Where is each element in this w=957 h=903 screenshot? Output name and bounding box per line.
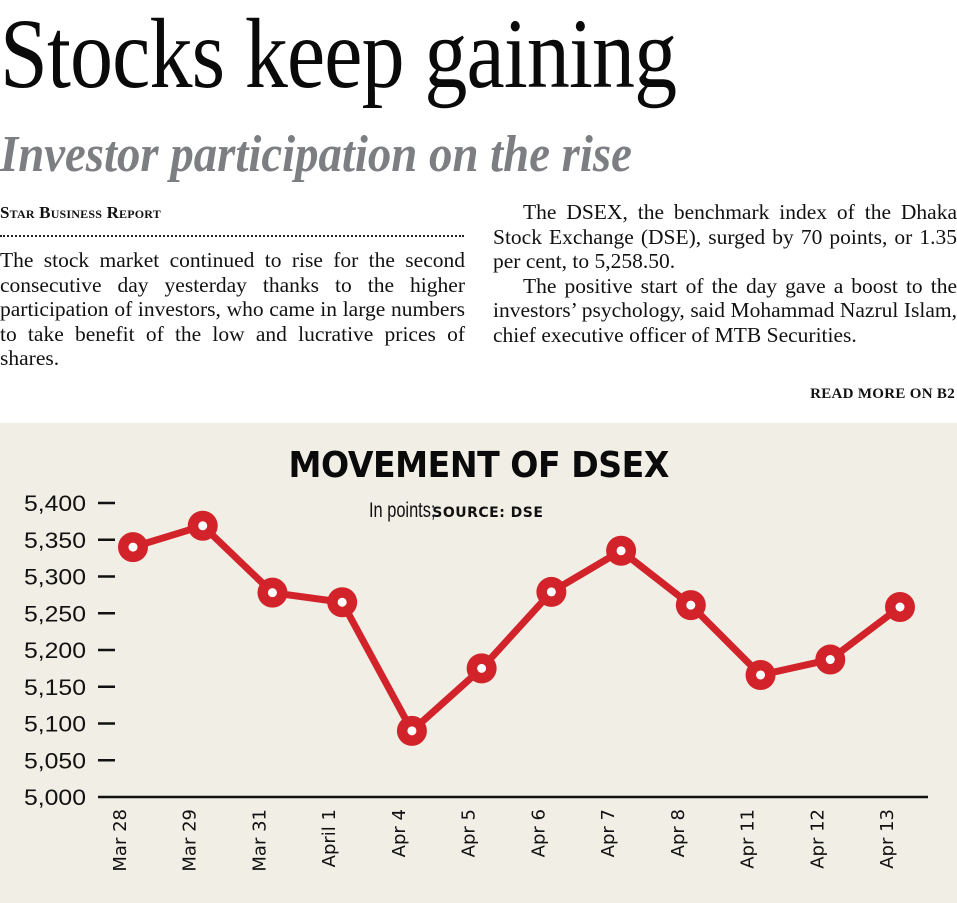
data-point-center — [895, 602, 905, 612]
article-paragraph: The positive start of the day gave a boo… — [493, 273, 957, 347]
x-tick-label: Apr 6 — [528, 809, 549, 857]
y-tick-label: 5,150 — [24, 675, 86, 700]
chart-title-text: MOVEMENT OF DSEX — [288, 445, 669, 486]
x-axis-labels: Mar 28 Mar 29 Mar 31 April 1 Apr 4 Apr 5 Apr 6… — [110, 809, 898, 872]
subheadline: Investor participation on the rise — [0, 126, 632, 183]
data-point-center — [825, 655, 835, 665]
chart-units: In points; — [369, 499, 436, 522]
y-tick-label: 5,050 — [24, 748, 86, 773]
data-point-center — [198, 521, 208, 531]
headline: Stocks keep gaining — [0, 0, 677, 109]
chart-title: MOVEMENT OF DSEX — [0, 445, 957, 486]
x-tick-label: Mar 31 — [249, 809, 270, 872]
data-point-center — [267, 588, 277, 598]
y-tick-label: 5,000 — [24, 785, 86, 810]
read-more-link[interactable]: READ MORE ON B2 — [810, 386, 955, 402]
y-tick-label: 5,300 — [24, 565, 86, 590]
x-tick-label: Apr 12 — [807, 809, 828, 869]
data-point-center — [686, 600, 696, 610]
article-column-1: The stock market continued to rise for t… — [0, 248, 465, 371]
y-tick-label: 5,400 — [24, 491, 86, 516]
x-tick-label: Apr 13 — [877, 809, 898, 869]
data-point-center — [546, 587, 556, 597]
x-tick-label: April 1 — [319, 809, 340, 867]
x-tick-label: Mar 29 — [180, 809, 201, 872]
article-paragraph: The stock market continued to rise for t… — [0, 248, 465, 370]
data-markers — [118, 510, 915, 746]
y-tick-label: 5,200 — [24, 638, 86, 663]
y-tick-label: 5,100 — [24, 712, 86, 737]
byline: Star Business Report — [0, 203, 161, 222]
data-point-center — [477, 663, 487, 673]
data-point-center — [616, 546, 626, 556]
data-point-center — [337, 597, 347, 607]
y-tick-label: 5,350 — [24, 528, 86, 553]
x-tick-label: Apr 7 — [598, 809, 619, 857]
y-tick-label: 5,250 — [24, 601, 86, 626]
data-point-center — [756, 670, 766, 680]
x-tick-label: Apr 4 — [389, 809, 410, 857]
x-tick-label: Apr 11 — [738, 809, 759, 869]
series-line-dsex — [131, 522, 903, 735]
x-tick-label: Apr 5 — [459, 809, 480, 857]
x-tick-label: Mar 28 — [110, 809, 131, 872]
data-point-center — [407, 726, 417, 736]
article-column-2: The DSEX, the benchmark index of the Dha… — [493, 200, 957, 347]
x-tick-label: Apr 8 — [668, 809, 689, 857]
article-paragraph: The DSEX, the benchmark index of the Dha… — [493, 200, 957, 273]
data-point-center — [128, 542, 138, 552]
chart-source: SOURCE: DSE — [432, 505, 544, 521]
line-chart: 5,000 5,050 5,100 5,150 5,200 5,250 5,300 5,350… — [24, 491, 928, 872]
chart-subtitle: In points;SOURCE: DSE — [369, 499, 543, 523]
dotted-divider — [0, 235, 464, 237]
y-axis: 5,000 5,050 5,100 5,150 5,200 5,250 5,300 5,350… — [24, 491, 115, 810]
